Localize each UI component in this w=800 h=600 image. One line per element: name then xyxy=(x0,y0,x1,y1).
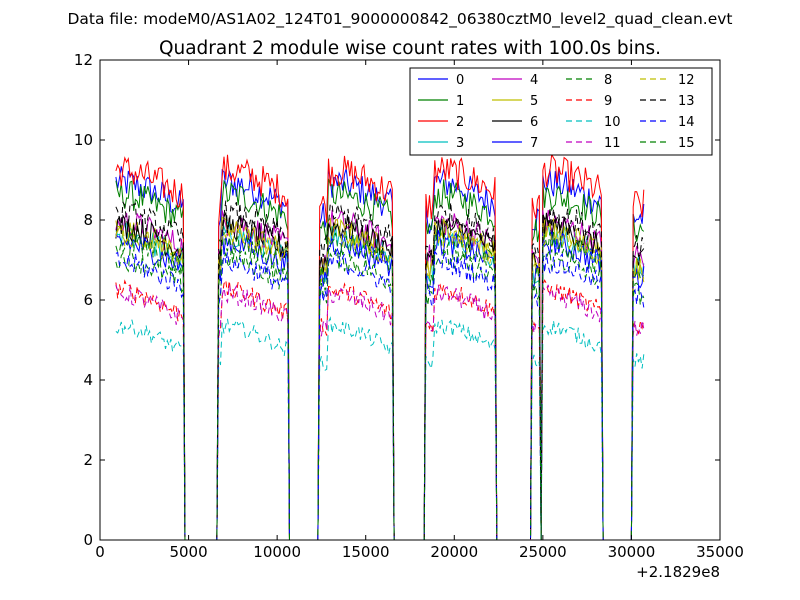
x-tick-label: 15000 xyxy=(342,543,390,561)
x-tick-label: 10000 xyxy=(253,543,301,561)
x-tick-label: 30000 xyxy=(608,543,656,561)
legend-label-7: 7 xyxy=(530,136,538,151)
figure-suptitle: Data file: modeM0/AS1A02_124T01_90000008… xyxy=(67,10,732,29)
legend-label-14: 14 xyxy=(678,115,695,130)
legend-label-0: 0 xyxy=(456,73,464,88)
legend-label-4: 4 xyxy=(530,73,538,88)
series-line-10 xyxy=(115,316,645,541)
legend-label-8: 8 xyxy=(604,73,612,88)
legend-label-13: 13 xyxy=(678,94,695,109)
series-line-8 xyxy=(115,247,645,541)
chart-title: Quadrant 2 module wise count rates with … xyxy=(159,38,661,59)
x-tick-label: 5000 xyxy=(169,543,207,561)
legend-label-15: 15 xyxy=(678,136,695,151)
legend-label-9: 9 xyxy=(604,94,612,109)
y-tick-label: 12 xyxy=(74,51,93,69)
legend-label-11: 11 xyxy=(604,136,621,151)
series-line-13 xyxy=(115,200,645,541)
legend-label-6: 6 xyxy=(530,115,538,130)
legend-label-2: 2 xyxy=(456,115,464,130)
legend-label-5: 5 xyxy=(530,94,538,109)
legend-box xyxy=(409,67,713,156)
y-tick-label: 6 xyxy=(83,291,93,309)
legend-label-3: 3 xyxy=(456,136,464,151)
y-tick-label: 8 xyxy=(83,211,93,229)
y-tick-label: 4 xyxy=(83,371,93,389)
y-tick-label: 0 xyxy=(83,531,93,549)
x-offset-label: +2.1829e8 xyxy=(636,563,720,581)
axis-ticks: 0 5000 10000 15000 20000 25000 30000 35000 0 2 4 6 8… xyxy=(74,51,744,561)
legend-label-12: 12 xyxy=(678,73,695,88)
x-tick-label: 25000 xyxy=(519,543,567,561)
y-tick-label: 2 xyxy=(83,451,93,469)
x-tick-label: 0 xyxy=(95,543,105,561)
legend-label-10: 10 xyxy=(604,115,621,130)
legend-label-1: 1 xyxy=(456,94,464,109)
x-tick-label: 20000 xyxy=(430,543,478,561)
y-tick-label: 10 xyxy=(74,131,93,149)
x-tick-label: 35000 xyxy=(696,543,744,561)
